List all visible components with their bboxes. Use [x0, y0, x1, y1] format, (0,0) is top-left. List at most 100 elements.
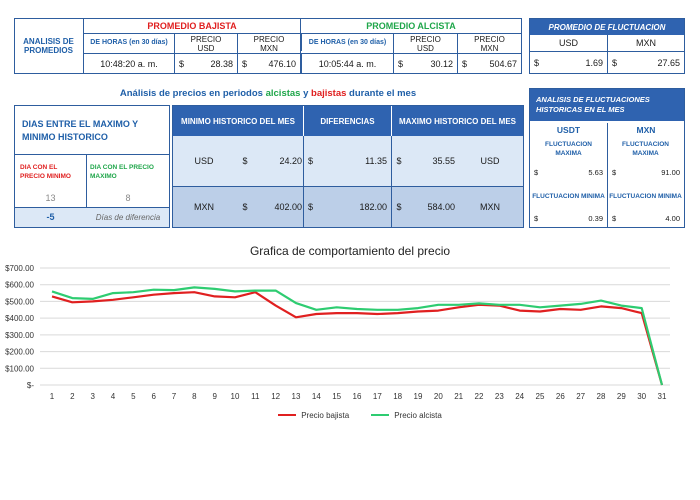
- row-mxn-diff: $ 182.00: [303, 186, 391, 227]
- x-tick-label: 14: [312, 392, 321, 401]
- divider: [300, 19, 301, 73]
- promedio-bajista-title: PROMEDIO BAJISTA: [147, 20, 237, 31]
- usdt-min-amount: 0.39: [588, 213, 603, 223]
- row-usd-min: 24.20: [279, 156, 302, 166]
- fluctuacion-mxn-amount: 27.65: [657, 57, 680, 68]
- x-tick-label: 22: [475, 392, 484, 401]
- x-tick-label: 17: [373, 392, 382, 401]
- currency-symbol: $: [179, 58, 185, 69]
- x-tick-label: 21: [454, 392, 463, 401]
- y-tick-label: $200.00: [5, 348, 34, 357]
- x-tick-label: 13: [292, 392, 301, 401]
- fluctuacion-table: [529, 18, 685, 74]
- subtitle-alcistas: alcistas: [265, 88, 301, 99]
- currency-symbol: $: [612, 167, 617, 177]
- bajista-precio-mxn-label: PRECIO MXN: [237, 33, 300, 53]
- x-tick-label: 6: [151, 392, 156, 401]
- dia-minimo-value: 13: [45, 193, 56, 203]
- x-tick-label: 2: [70, 392, 75, 401]
- alcista-precio-usd-label: PRECIO USD: [393, 33, 457, 53]
- y-tick-label: $700.00: [5, 264, 34, 273]
- historic-usdt-label: USDT: [556, 125, 581, 135]
- x-tick-label: 23: [495, 392, 504, 401]
- y-tick-label: $600.00: [5, 281, 34, 290]
- x-tick-label: 10: [231, 392, 240, 401]
- row-usd-currency-right: USD: [480, 156, 500, 166]
- x-tick-label: 24: [515, 392, 524, 401]
- x-tick-label: 11: [251, 392, 260, 401]
- mxn-max-amount: 91.00: [661, 167, 680, 177]
- currency-symbol: $: [396, 156, 402, 166]
- bajista-horas-label: DE HORAS (en 30 días): [84, 33, 174, 51]
- dias-diff-label: Días de diferencia: [95, 212, 161, 222]
- row-mxn-currency-right: MXN: [480, 201, 500, 212]
- row-usd: [173, 136, 523, 186]
- subtitle-part1: Análisis de precios en periodos: [119, 88, 266, 99]
- x-tick-label: 30: [637, 392, 646, 401]
- bajista-mxn-value: $ 476.10: [237, 53, 300, 73]
- analisis-promedios-label: ANALISIS DE PROMEDIOS: [15, 19, 82, 73]
- chart-legend: Precio bajista Precio alcista: [240, 409, 480, 421]
- usdt-max-amount: 5.63: [588, 167, 603, 177]
- y-tick-label: $500.00: [5, 297, 34, 306]
- mxn-max-value: $ 91.00: [607, 163, 684, 181]
- x-tick-label: 12: [271, 392, 280, 401]
- mxn-min-amount: 4.00: [665, 213, 680, 223]
- mxn-max-label: FLUCTUACION MAXIMA: [622, 141, 669, 157]
- row-usd-diff-amount: 11.35: [365, 156, 387, 166]
- promedio-fluctuacion-title: PROMEDIO DE FLUCTUACION: [530, 19, 684, 35]
- analysis-subtitle: Análisis de precios en periodos alcistas…: [14, 88, 522, 102]
- x-tick-label: 1: [50, 392, 55, 401]
- usdt-max-value: $ 5.63: [530, 163, 607, 181]
- fluctuacion-usd-value: $ 1.69: [530, 52, 607, 73]
- promedio-alcista-title: PROMEDIO ALCISTA: [366, 20, 456, 31]
- currency-symbol: $: [534, 57, 540, 68]
- x-tick-label: 26: [556, 392, 565, 401]
- dias-diff-value: -5: [46, 212, 55, 222]
- chart-title: Grafica de comportamiento del precio: [249, 244, 451, 258]
- x-tick-label: 27: [576, 392, 585, 401]
- x-tick-label: 25: [536, 392, 545, 401]
- x-tick-label: 5: [131, 392, 136, 401]
- currency-symbol: $: [242, 58, 248, 69]
- bajista-usd-amount: 28.38: [210, 58, 233, 69]
- x-tick-label: 29: [617, 392, 626, 401]
- y-tick-label: $300.00: [5, 331, 34, 340]
- x-tick-label: 28: [597, 392, 606, 401]
- fluctuacion-mxn-label: MXN: [607, 35, 684, 52]
- usdt-min-label: FLUCTUACION MINIMA: [532, 192, 605, 200]
- dias-box: [14, 105, 170, 228]
- currency-symbol: $: [242, 201, 248, 212]
- y-tick-label: $400.00: [5, 314, 34, 323]
- y-tick-label: $100.00: [5, 364, 34, 373]
- usdt-min-value: $ 0.39: [530, 209, 607, 227]
- fluctuacion-usd-label: USD: [530, 35, 607, 52]
- usdt-max-label: FLUCTUACION MAXIMA: [545, 141, 592, 157]
- dia-maximo-value: 8: [125, 193, 131, 203]
- bajista-time: 10:48:20 a. m.: [84, 53, 174, 73]
- row-mxn: [173, 186, 523, 227]
- currency-symbol: $: [396, 201, 402, 212]
- subtitle-part2: durante el mes: [346, 88, 417, 99]
- x-tick-label: 3: [90, 392, 95, 401]
- fluctuacion-usd-amount: 1.69: [585, 57, 603, 68]
- historic-box: [529, 88, 685, 228]
- historic-mxn-label: MXN: [607, 123, 684, 137]
- row-mxn-min: 402.00: [274, 201, 302, 212]
- subtitle-bajistas: bajistas: [311, 88, 347, 99]
- divider: [83, 19, 84, 73]
- dias-header: DIAS ENTRE EL MAXIMO Y MINIMO HISTORICO: [22, 119, 139, 142]
- x-tick-label: 4: [111, 392, 116, 401]
- row-usd-max: 35.55: [432, 156, 455, 166]
- divider: [15, 154, 169, 155]
- series-line-precio-bajista: [51, 291, 664, 386]
- currency-symbol: $: [398, 58, 404, 69]
- currency-symbol: $: [308, 156, 314, 166]
- x-tick-label: 7: [172, 392, 177, 401]
- legend-bajista-swatch: [278, 414, 297, 416]
- currency-symbol: $: [308, 201, 314, 212]
- alcista-horas-label: DE HORAS (en 30 días): [301, 33, 393, 51]
- col-maximo-header: MAXIMO HISTORICO DEL MES: [391, 106, 523, 136]
- x-tick-label: 20: [434, 392, 443, 401]
- row-mxn-currency: MXN: [194, 201, 214, 212]
